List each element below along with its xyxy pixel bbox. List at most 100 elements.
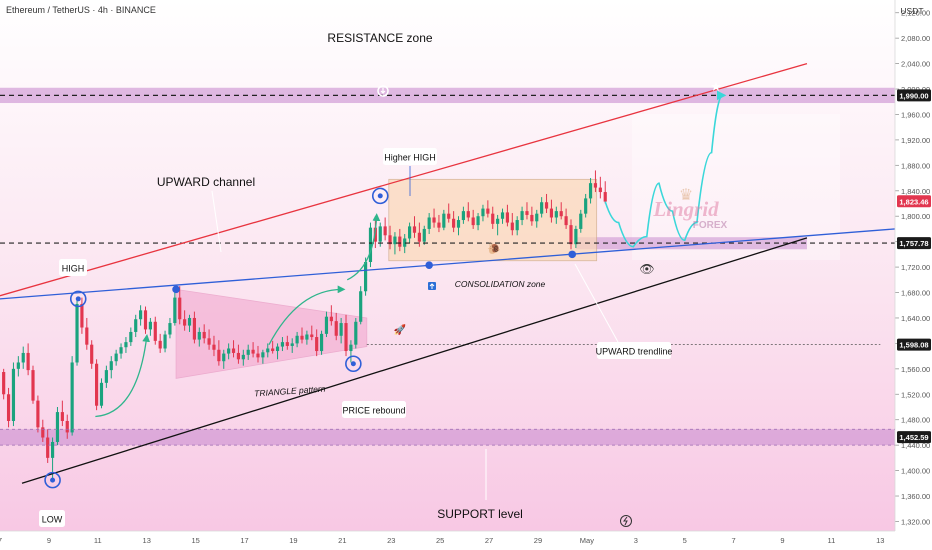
candle-body [422, 228, 426, 242]
x-tick-label: 7 [0, 536, 2, 545]
price-rebound-marker-dot [350, 361, 356, 367]
candle-body [363, 262, 368, 292]
candle-body [334, 321, 338, 336]
y-tick-label: 2,120.00 [901, 9, 930, 18]
candle-body [378, 226, 382, 242]
y-tick-label: 1,920.00 [901, 136, 930, 145]
candle-body [593, 183, 598, 188]
upward-channel-red-line [0, 62, 808, 297]
y-tick-label: 2,080.00 [901, 34, 930, 43]
y-tick-label: 1,840.00 [901, 187, 930, 196]
green-curve-arrow-3 [346, 213, 381, 281]
y-tick-label: 1,800.00 [901, 212, 930, 221]
consolidation-dot-a [425, 261, 433, 269]
candle-body [339, 323, 343, 336]
triangle-start-dot [172, 285, 180, 294]
price-label: 1,757.78 [899, 239, 928, 248]
candle-body [368, 227, 373, 263]
candle-body [510, 222, 514, 231]
candle-body [456, 220, 461, 228]
y-tick-label: 1,720.00 [901, 263, 930, 272]
candle-body [520, 211, 524, 221]
projected-path-teal [604, 90, 727, 248]
symbol-header[interactable]: Ethereum / TetherUS · 4h · BINANCE [6, 5, 156, 15]
watermark-logo: ♛ Lingrid FOREX [652, 185, 727, 231]
y-tick-label: 1,960.00 [901, 110, 930, 119]
candle-body [383, 226, 387, 236]
candle-body [11, 368, 16, 421]
candle-body [315, 337, 319, 352]
candle-body [603, 192, 607, 202]
support-level-label: SUPPORT level [437, 507, 523, 521]
candle-body [119, 347, 123, 354]
candle-body [588, 183, 593, 199]
y-tick-label: 1,320.00 [901, 517, 930, 526]
candle-body [60, 412, 64, 421]
candle-body [173, 297, 177, 324]
candle-body [36, 400, 40, 428]
time-axis-panel [0, 531, 895, 550]
candle-body [251, 349, 255, 354]
candle-body [437, 222, 441, 228]
candle-body [305, 334, 309, 340]
y-tick-label: 2,040.00 [901, 60, 930, 69]
price-label-box [897, 338, 931, 351]
candle-body [212, 344, 216, 350]
candle-body [584, 198, 588, 214]
candle-body [285, 342, 289, 346]
candle-body [99, 382, 104, 406]
candle-body [540, 202, 544, 214]
high-label-box [59, 259, 87, 276]
snail-icon: 🐌 [487, 242, 501, 255]
price-label-box [897, 237, 931, 250]
upward-channel-label: UPWARD channel [157, 175, 255, 189]
x-tick-label: 7 [732, 536, 736, 545]
candle-body [222, 353, 226, 362]
support-zone [0, 429, 895, 446]
price-label: 1,990.00 [899, 91, 928, 100]
candle-body [476, 216, 480, 226]
x-tick-label: 27 [485, 536, 493, 545]
price-label: 1,452.59 [899, 433, 928, 442]
candle-body [417, 232, 421, 242]
candle-body [26, 352, 30, 371]
price-label-box [897, 431, 931, 444]
currency-label: USDT [900, 6, 923, 16]
candle-body [398, 236, 402, 247]
candle-body [271, 348, 275, 352]
candle-body [393, 236, 397, 245]
green-curve-arrow-2 [268, 285, 346, 345]
y-tick-label: 1,880.00 [901, 161, 930, 170]
candle-body [564, 216, 568, 226]
x-tick-label: 9 [780, 536, 784, 545]
candle-body [104, 370, 108, 383]
candle-body [427, 217, 431, 229]
price-rebound-label: PRICE rebound [342, 406, 405, 416]
candle-body [207, 338, 211, 345]
candle-body [55, 412, 60, 442]
upward-trendline-blue-line [0, 228, 896, 300]
candle-body [275, 346, 280, 352]
candle-body [412, 226, 417, 233]
candle-body [403, 238, 407, 247]
upward-channel-pointer [211, 190, 222, 253]
candle-body [197, 331, 201, 340]
resistance-zone [0, 87, 895, 104]
price-rebound-label-box [342, 401, 406, 418]
candle-body [481, 208, 485, 217]
candle-body [246, 349, 250, 355]
candle-body [344, 323, 348, 352]
candle-body [549, 208, 554, 218]
candle-body [227, 348, 231, 354]
arrow-up-icon [428, 282, 436, 290]
candle-body [310, 334, 314, 338]
candle-body [349, 344, 353, 352]
candle-body [359, 291, 363, 322]
x-tick-label: 17 [240, 536, 248, 545]
upward-trendline-pointer [574, 263, 619, 343]
candle-body [192, 317, 196, 340]
candle-body [95, 363, 99, 406]
candle-body [75, 303, 79, 363]
candle-body [280, 342, 285, 347]
